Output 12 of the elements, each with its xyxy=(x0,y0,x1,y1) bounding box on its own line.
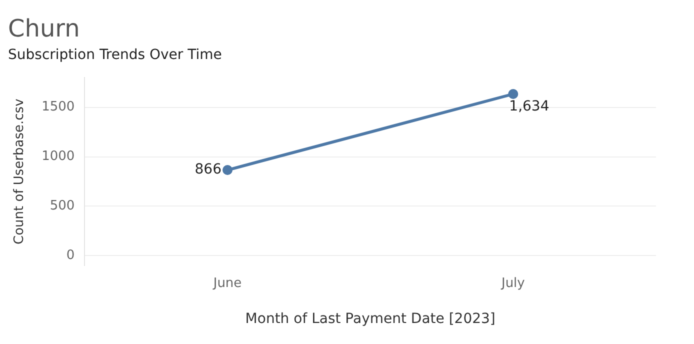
data-label: 1,634 xyxy=(509,98,550,115)
x-tick-label: June xyxy=(212,276,242,291)
chart-title: Churn xyxy=(8,14,80,43)
y-axis-title: Count of Userbase.csv xyxy=(12,98,28,244)
chart-subtitle: Subscription Trends Over Time xyxy=(8,46,222,63)
data-label: 866 xyxy=(194,162,222,178)
y-tick-label: 0 xyxy=(66,248,75,264)
y-tick-label: 1500 xyxy=(42,100,75,115)
y-tick-label: 1000 xyxy=(42,149,75,164)
x-axis-title: Month of Last Payment Date [2023] xyxy=(245,311,496,328)
x-tick-label: July xyxy=(500,276,526,291)
y-tick-label: 500 xyxy=(50,198,75,214)
